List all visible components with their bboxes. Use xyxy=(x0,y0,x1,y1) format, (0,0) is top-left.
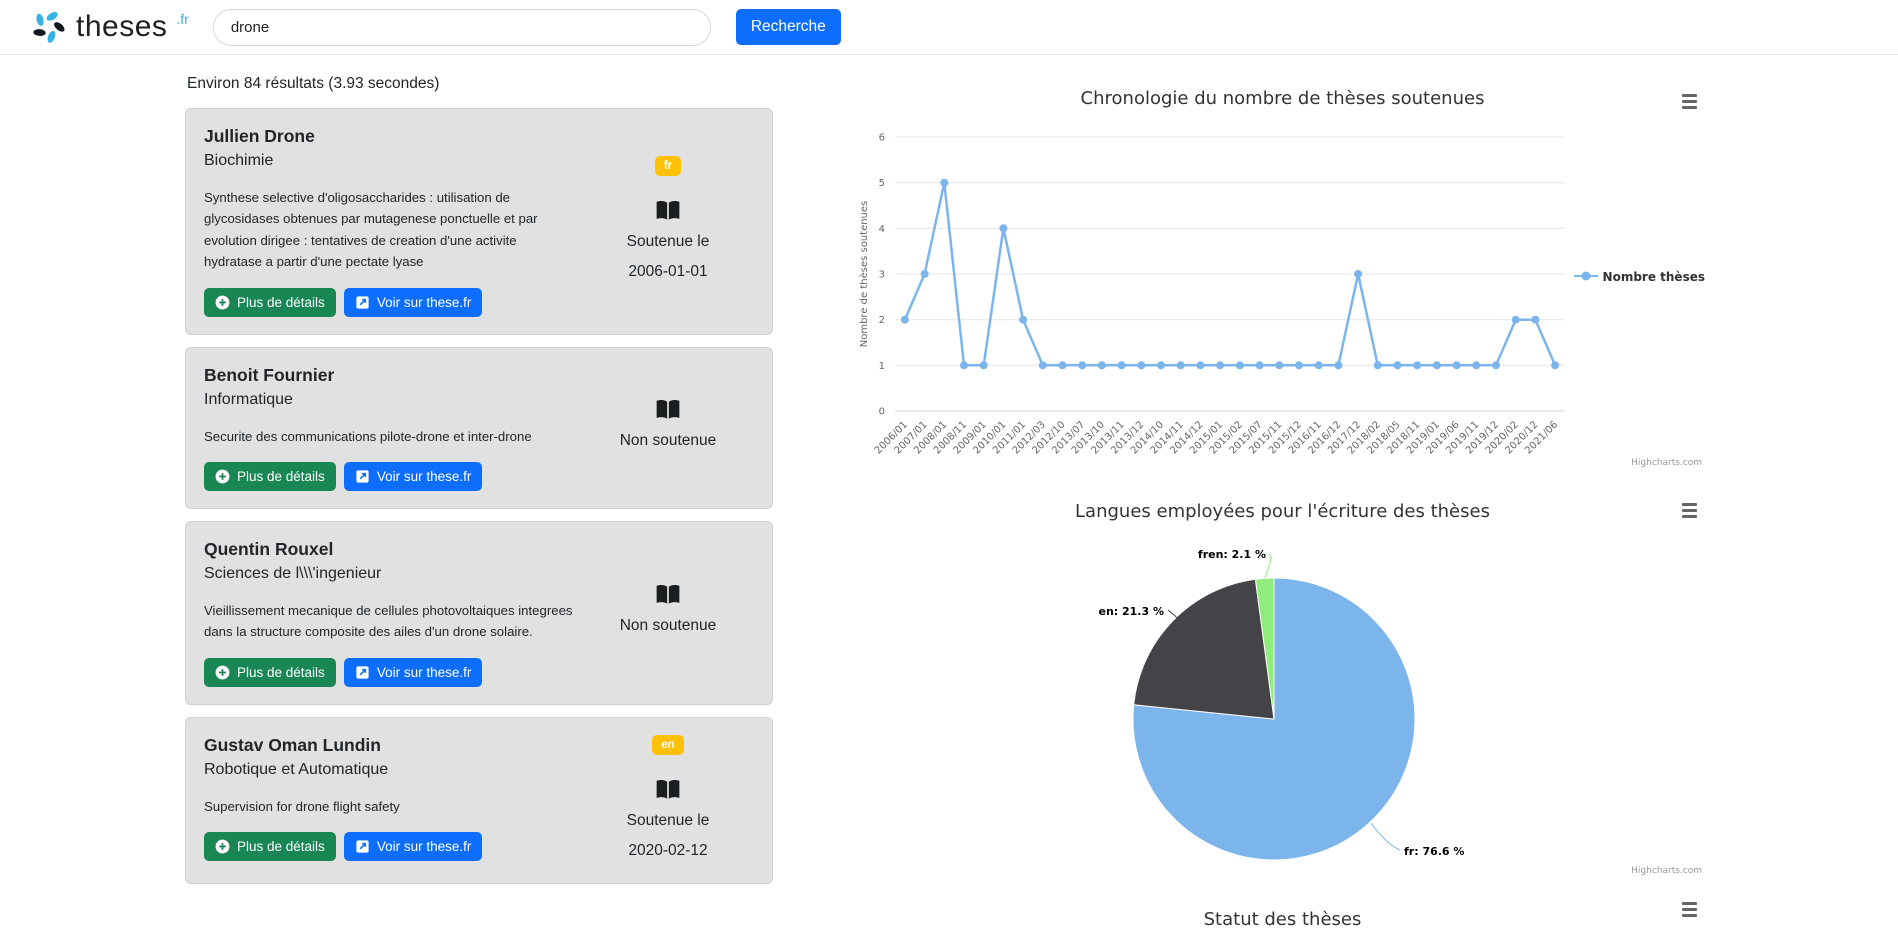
details-button[interactable]: Plus de détails xyxy=(204,461,336,491)
plus-circle-icon xyxy=(215,665,230,680)
thesis-author: Quentin Rouxel xyxy=(204,538,334,559)
thesis-status: Non soutenue xyxy=(619,617,717,635)
result-card: Benoit Fournier Informatique Securite de… xyxy=(185,346,773,509)
thesis-date: 2006-01-01 xyxy=(628,262,708,280)
chart-context-menu-icon[interactable] xyxy=(1682,94,1697,109)
highcharts-credits-link[interactable]: Highcharts.com xyxy=(1631,866,1702,876)
external-link-icon xyxy=(356,470,369,483)
result-card: Gustav Oman Lundin Robotique et Automati… xyxy=(185,716,773,885)
thesis-status: Soutenue le xyxy=(626,232,710,250)
thesis-abstract: Supervision for drone flight safety xyxy=(204,798,400,814)
thesis-discipline: Sciences de l\\\'ingenieur xyxy=(204,564,382,582)
results-column: Environ 84 résultats (3.93 secondes) Jul… xyxy=(185,55,773,896)
plus-circle-icon xyxy=(215,839,230,854)
search-button[interactable]: Recherche xyxy=(735,9,841,45)
results-summary: Environ 84 résultats (3.93 secondes) xyxy=(187,75,440,92)
details-button[interactable]: Plus de détails xyxy=(204,832,336,861)
chart-context-menu-icon[interactable] xyxy=(1682,503,1697,518)
line-series-nombre-theses[interactable] xyxy=(900,178,1560,370)
thesis-discipline: Biochimie xyxy=(204,152,274,169)
language-badge: fr xyxy=(654,155,682,176)
thesis-status: Non soutenue xyxy=(619,432,717,450)
book-icon xyxy=(656,400,680,419)
legend-label: Nombre thèses xyxy=(1602,269,1705,284)
thesis-abstract: Securite des communications pilote-drone… xyxy=(204,428,532,444)
pie-data-label-fr: fr: 76.6 % xyxy=(1404,845,1464,858)
status-chart-title: Statut des thèses xyxy=(1203,909,1362,930)
search-input[interactable] xyxy=(212,8,711,46)
pie-data-label-fren: fren: 2.1 % xyxy=(1198,548,1266,561)
top-bar: theses .fr Recherche xyxy=(0,0,1898,55)
pie-data-label-en: en: 21.3 % xyxy=(1098,605,1164,618)
logo-tld: .fr xyxy=(176,11,189,27)
thesis-discipline: Informatique xyxy=(204,390,293,408)
thesis-abstract: Vieillissement mecanique de cellules pho… xyxy=(204,602,573,640)
svg-text:3: 3 xyxy=(879,270,885,281)
theses-logo[interactable]: theses .fr xyxy=(30,8,189,46)
highcharts-credits-link[interactable]: Highcharts.com xyxy=(1631,458,1702,468)
pie-chart-svg: fr: 76.6 % en: 21.3 % fren: 2.1 % xyxy=(1098,548,1464,861)
result-card: Quentin Rouxel Sciences de l\\\'ingenieu… xyxy=(185,520,773,705)
external-link-icon xyxy=(356,295,369,309)
external-link-icon xyxy=(356,840,369,853)
svg-text:0: 0 xyxy=(879,407,885,418)
details-button[interactable]: Plus de détails xyxy=(204,287,336,317)
thesis-date: 2020-02-12 xyxy=(628,841,708,859)
line-chart-theses-timeline: Chronologie du nombre de thèses soutenue… xyxy=(855,75,1710,470)
svg-text:1: 1 xyxy=(879,361,885,372)
svg-text:4: 4 xyxy=(879,224,885,235)
view-on-thesefr-button[interactable]: Voir sur these.fr xyxy=(343,832,483,861)
view-on-thesefr-button[interactable]: Voir sur these.fr xyxy=(343,287,483,317)
pie-slice-en[interactable] xyxy=(1133,578,1275,720)
thesis-author: Benoit Fournier xyxy=(204,364,335,385)
thesis-discipline: Robotique et Automatique xyxy=(204,760,389,778)
pie-slice-fren[interactable] xyxy=(1254,577,1275,720)
logo-text: theses xyxy=(76,10,168,43)
details-button[interactable]: Plus de détails xyxy=(204,657,336,687)
svg-text:6: 6 xyxy=(879,133,885,144)
line-chart-title: Chronologie du nombre de thèses soutenue… xyxy=(1080,88,1485,109)
charts-column: Chronologie du nombre de thèses soutenue… xyxy=(855,55,1710,936)
pie-chart-languages: Langues employées pour l'écriture des th… xyxy=(855,488,1710,878)
thesis-author: Gustav Oman Lundin xyxy=(204,734,381,755)
book-icon xyxy=(656,585,680,604)
thesis-abstract: Synthese selective d'oligosaccharides : … xyxy=(204,190,538,270)
view-on-thesefr-button[interactable]: Voir sur these.fr xyxy=(343,657,483,687)
chart-legend[interactable]: Nombre thèses xyxy=(1573,267,1705,286)
svg-text:2: 2 xyxy=(879,315,885,326)
pie-chart-title: Langues employées pour l'écriture des th… xyxy=(1075,501,1490,522)
language-badge: en xyxy=(652,734,684,755)
plus-circle-icon xyxy=(215,295,230,309)
view-on-thesefr-button[interactable]: Voir sur these.fr xyxy=(343,461,483,491)
result-card: Jullien Drone Biochimie Synthese selecti… xyxy=(185,108,773,335)
status-chart-partial: Statut des thèses xyxy=(855,896,1710,936)
legend-line-marker xyxy=(1573,267,1598,286)
thesis-author: Jullien Drone xyxy=(204,126,315,146)
theses-logo-icon xyxy=(33,12,65,43)
svg-text:Nombre de thèses soutenues: Nombre de thèses soutenues xyxy=(858,201,870,348)
book-icon xyxy=(656,779,680,799)
plus-circle-icon xyxy=(215,469,230,484)
book-icon xyxy=(656,200,680,220)
pie-plot-area: fr: 76.6 % en: 21.3 % fren: 2.1 % xyxy=(855,522,1710,881)
svg-text:5: 5 xyxy=(879,178,885,189)
thesis-status: Soutenue le xyxy=(626,811,710,829)
external-link-icon xyxy=(356,666,369,679)
line-plot-area: 0 1 2 3 4 5 6 Nombre de thèses soutenues 2006/01… xyxy=(855,109,1710,473)
